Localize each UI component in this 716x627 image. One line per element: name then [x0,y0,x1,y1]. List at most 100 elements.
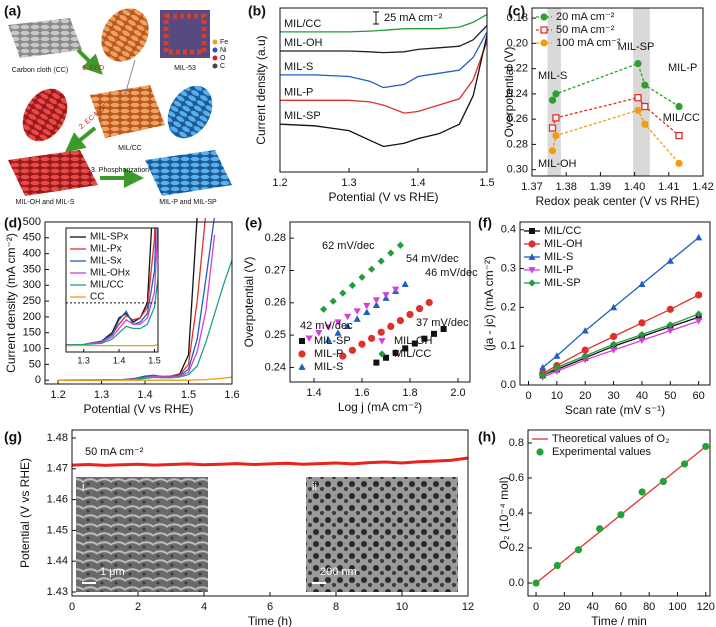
data-point [344,313,352,321]
fiber [101,8,149,62]
legend-label: MIL-OH [394,335,433,347]
atom [212,47,218,53]
legend-marker [528,253,536,260]
y-tick-label: 0.28 [507,138,528,150]
y-tick-label: 150 [23,327,41,339]
plot-area [539,233,703,381]
fiber [22,88,68,142]
x-axis-label: Potential (V vs RHE) [83,402,193,416]
plot-frame [279,7,488,173]
y-tick-label: 0.6 [509,472,524,484]
x-tick-label: 1.4 [113,355,126,365]
data-point [368,334,376,342]
annotation: 25 mA cm⁻² [384,12,443,24]
x-tick-label: 1.4 [410,177,425,189]
label: Ni [220,47,227,54]
data-point [641,102,649,111]
data-point [396,316,404,325]
x-tick-label: 2.0 [450,387,465,399]
x-tick-label: 1.5 [181,389,196,401]
y-tick-label: 0.18 [507,12,528,24]
legend-marker [540,13,548,21]
data-point [641,81,649,89]
data-point [368,265,376,273]
series-line [551,109,680,164]
legend-label: MIL/CC [90,280,124,291]
annotation: ii [312,481,317,493]
annotation: i [82,481,84,493]
arrow [76,48,103,75]
x-tick-label: 20 [558,601,570,613]
y-axis-label: Overpotential (V) [502,47,516,138]
data-point [641,120,649,128]
legend-marker [528,267,536,274]
x-tick-label: 60 [615,601,627,613]
series-line [542,316,699,376]
x-tick-label: 50 [664,390,676,402]
data-point [596,525,604,533]
data-point [675,131,683,140]
mil-p-cloth [145,150,232,196]
data-point [358,340,366,348]
legend-label: MIL/CC [544,225,581,237]
x-tick-label: 0 [525,390,531,402]
data-point [416,305,424,313]
data-point [553,352,561,359]
data-point [372,297,380,304]
x-tick-label: 120 [697,601,715,613]
y-tick-label: 0.20 [507,37,528,49]
data-point [702,442,710,451]
data-point [431,330,437,337]
y-tick-label: 0.4 [501,224,516,236]
data-point [324,336,332,343]
y-axis-label: Current density (mA cm⁻²) [4,233,18,373]
x-tick-label: 8 [333,601,339,613]
x-tick-label: 1.41 [658,181,679,193]
data-point [548,147,557,155]
legend-label: MIL-Sx [90,256,122,267]
crystal [163,13,207,55]
data-point [425,298,433,307]
y-tick-label: 0.1 [501,340,516,352]
label: MIL-OH and MIL-S [16,199,75,206]
label: 3. Phosphorization [91,167,149,174]
y-tick-label: 450 [23,232,41,244]
y-tick-label: 0.3 [501,262,516,274]
data-point [581,352,589,360]
y-axis-label: Potential (V vs RHE) [18,458,32,568]
label: C [220,63,225,70]
data-point [315,329,323,337]
series-line [279,34,488,148]
y-tick-label: 1.45 [47,524,68,536]
data-point [609,303,618,311]
data-point [396,241,404,249]
plot-frame [44,221,233,385]
panel-label: (d) [4,215,22,231]
x-tick-label: 1.5 [148,355,161,365]
series-line [58,376,233,381]
x-tick-label: 4 [201,601,207,613]
legend-marker [540,26,548,34]
data-point [638,280,646,287]
panel-label: (c) [508,3,525,19]
y-tick-label: 0.28 [265,232,286,244]
data-point [305,335,313,342]
x-tick-label: 1.39 [590,181,611,193]
mil-cc-cloth [90,85,165,138]
annotation: MIL-OH [538,158,577,170]
data-point [324,324,332,331]
y-tick-label: 0.0 [509,577,524,589]
data-point [634,59,642,68]
data-point [638,337,646,344]
legend-label: MIL-P [314,348,343,360]
legend-marker [540,39,548,47]
y-tick-label: 300 [23,279,41,291]
annotation: 46 mV/dec [425,267,478,279]
legend-label: MIL-Px [90,244,122,255]
data-point [348,346,356,354]
series-line [66,343,158,347]
x-tick-label: 1.6 [224,389,239,401]
data-point [329,297,337,305]
data-point [377,328,385,336]
annotation: 37 mV/dec [416,317,469,329]
